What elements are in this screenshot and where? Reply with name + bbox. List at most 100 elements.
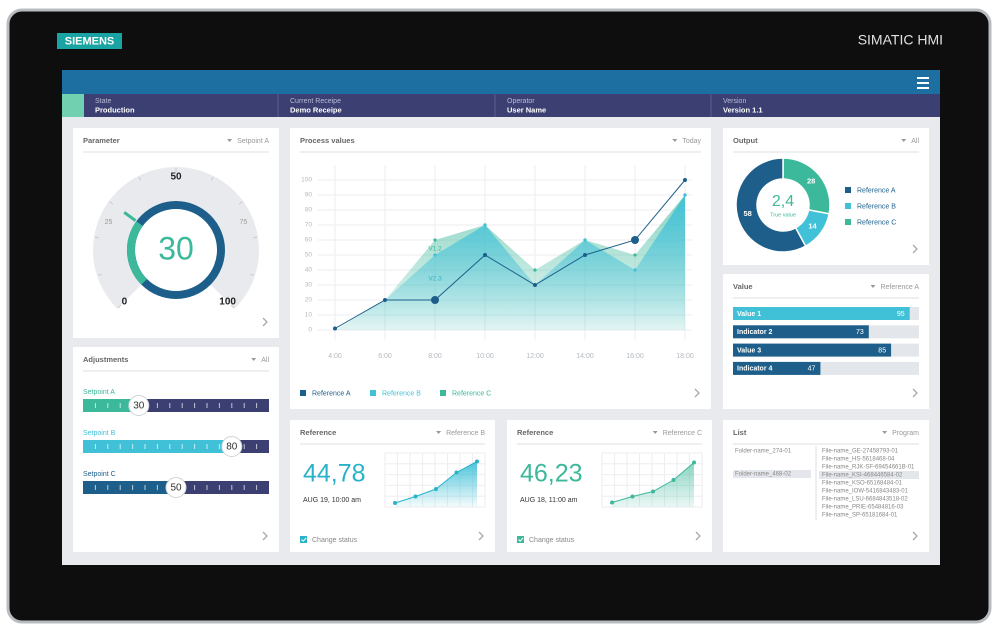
status-checkbox[interactable] bbox=[517, 536, 524, 543]
model: SIMATIC HMI bbox=[858, 32, 943, 48]
spark-point bbox=[413, 494, 418, 499]
slider-label: Setpoint B bbox=[83, 430, 116, 437]
file-name: File-name_GE-27458793-01 bbox=[822, 449, 899, 455]
chevron bbox=[262, 317, 268, 327]
chevron bbox=[478, 531, 484, 541]
point bbox=[583, 238, 587, 242]
panel-filter: All bbox=[261, 357, 269, 364]
gauge-tick bbox=[117, 304, 122, 309]
panel-title: Reference bbox=[300, 428, 336, 437]
point bbox=[633, 268, 637, 272]
brand-logo bbox=[57, 33, 122, 49]
gauge-tick bbox=[138, 176, 142, 181]
y-tick-label: 30 bbox=[305, 282, 313, 289]
panel-title: Reference bbox=[517, 428, 553, 437]
bar bbox=[733, 307, 910, 320]
gauge-needle bbox=[123, 211, 137, 222]
gauge-tick bbox=[109, 201, 114, 205]
panel-title: Output bbox=[733, 136, 758, 145]
spark-point bbox=[692, 460, 696, 465]
filter-arrow bbox=[227, 139, 233, 142]
filter-arrow bbox=[882, 431, 888, 434]
bar bbox=[733, 361, 821, 375]
chevron bbox=[695, 531, 701, 541]
point bbox=[683, 193, 687, 197]
spark-point bbox=[610, 500, 614, 505]
gauge-tick bbox=[230, 304, 235, 309]
header-label: Version bbox=[723, 98, 746, 105]
y-tick-label: 20 bbox=[305, 297, 313, 304]
panel bbox=[723, 420, 929, 552]
panel-filter: Today bbox=[682, 138, 701, 145]
panel bbox=[723, 274, 929, 409]
legend-label: Reference C bbox=[452, 390, 491, 397]
status-checkbox[interactable] bbox=[300, 536, 307, 543]
gauge-tick-label: 100 bbox=[219, 296, 236, 307]
line bbox=[334, 179, 686, 329]
slider-label: Setpoint C bbox=[83, 471, 116, 478]
slider-fill bbox=[83, 399, 139, 412]
gauge-tick-label: 75 bbox=[240, 219, 248, 226]
file-name: File-name_LSU-6684843518-02 bbox=[822, 497, 908, 503]
point bbox=[633, 253, 637, 257]
y-tick-label: 80 bbox=[305, 207, 313, 214]
spark-point bbox=[434, 487, 438, 491]
y-tick-label: 90 bbox=[305, 192, 313, 199]
chevron bbox=[912, 531, 918, 541]
panel-filter: Reference C bbox=[663, 430, 702, 437]
bar-value: 95 bbox=[897, 311, 905, 318]
x-tick-label: 12:00 bbox=[526, 353, 544, 360]
gauge-tick bbox=[210, 176, 214, 181]
file-name: File-name_KSO-65168484-01 bbox=[822, 481, 903, 487]
legend-swatch bbox=[300, 390, 306, 396]
legend-label: Reference A bbox=[857, 187, 896, 194]
gauge-band bbox=[93, 167, 259, 309]
filter-arrow bbox=[870, 285, 876, 288]
slice-label: 58 bbox=[743, 209, 751, 218]
point bbox=[583, 253, 587, 257]
spark-point bbox=[475, 459, 479, 464]
bar-value: 85 bbox=[878, 347, 886, 354]
legend-swatch bbox=[845, 219, 851, 225]
panel-title: Value bbox=[733, 282, 753, 291]
header-label: Operator bbox=[507, 98, 535, 105]
folder-highlight bbox=[733, 470, 811, 478]
bar bbox=[733, 325, 869, 339]
gauge-tick-label: 50 bbox=[170, 172, 182, 183]
x-tick-label: 8:00 bbox=[428, 353, 442, 360]
point bbox=[431, 296, 439, 304]
filter-arrow bbox=[436, 431, 442, 434]
gauge-tick bbox=[97, 273, 102, 276]
spark-point bbox=[630, 494, 635, 499]
header-value: Demo Receipe bbox=[290, 105, 342, 114]
top-bar bbox=[62, 70, 940, 94]
slice-label: 28 bbox=[807, 177, 815, 186]
reference-value: 46,23 bbox=[520, 460, 583, 488]
file-name: File-name_KSI-468446584-02 bbox=[822, 473, 903, 479]
legend-swatch bbox=[845, 203, 851, 209]
y-tick-label: 100 bbox=[301, 177, 312, 184]
bar-name: Indicator 2 bbox=[737, 329, 773, 336]
gauge-tick bbox=[94, 236, 100, 239]
filter-arrow bbox=[652, 431, 658, 434]
point bbox=[533, 268, 537, 272]
gauge-tick bbox=[250, 273, 255, 276]
file-name: File-name_RJK-SF-69454661B-01 bbox=[822, 465, 915, 471]
state-indicator bbox=[62, 94, 84, 117]
chevron bbox=[912, 388, 918, 398]
point bbox=[383, 298, 387, 302]
bar-name: Value 3 bbox=[737, 347, 761, 354]
panel-filter: Reference A bbox=[880, 284, 919, 291]
x-tick-label: 10:00 bbox=[476, 353, 494, 360]
slider-fill bbox=[83, 481, 176, 494]
slider-value: 30 bbox=[133, 401, 145, 412]
x-tick-label: 18:00 bbox=[676, 353, 694, 360]
donut-center-label: True value bbox=[770, 212, 796, 218]
gauge-tick bbox=[252, 236, 258, 239]
y-tick-label: 60 bbox=[305, 237, 313, 244]
point bbox=[433, 253, 437, 257]
file-name: File-name_PRIE-65484816-03 bbox=[822, 505, 904, 511]
filter-arrow bbox=[901, 139, 907, 142]
